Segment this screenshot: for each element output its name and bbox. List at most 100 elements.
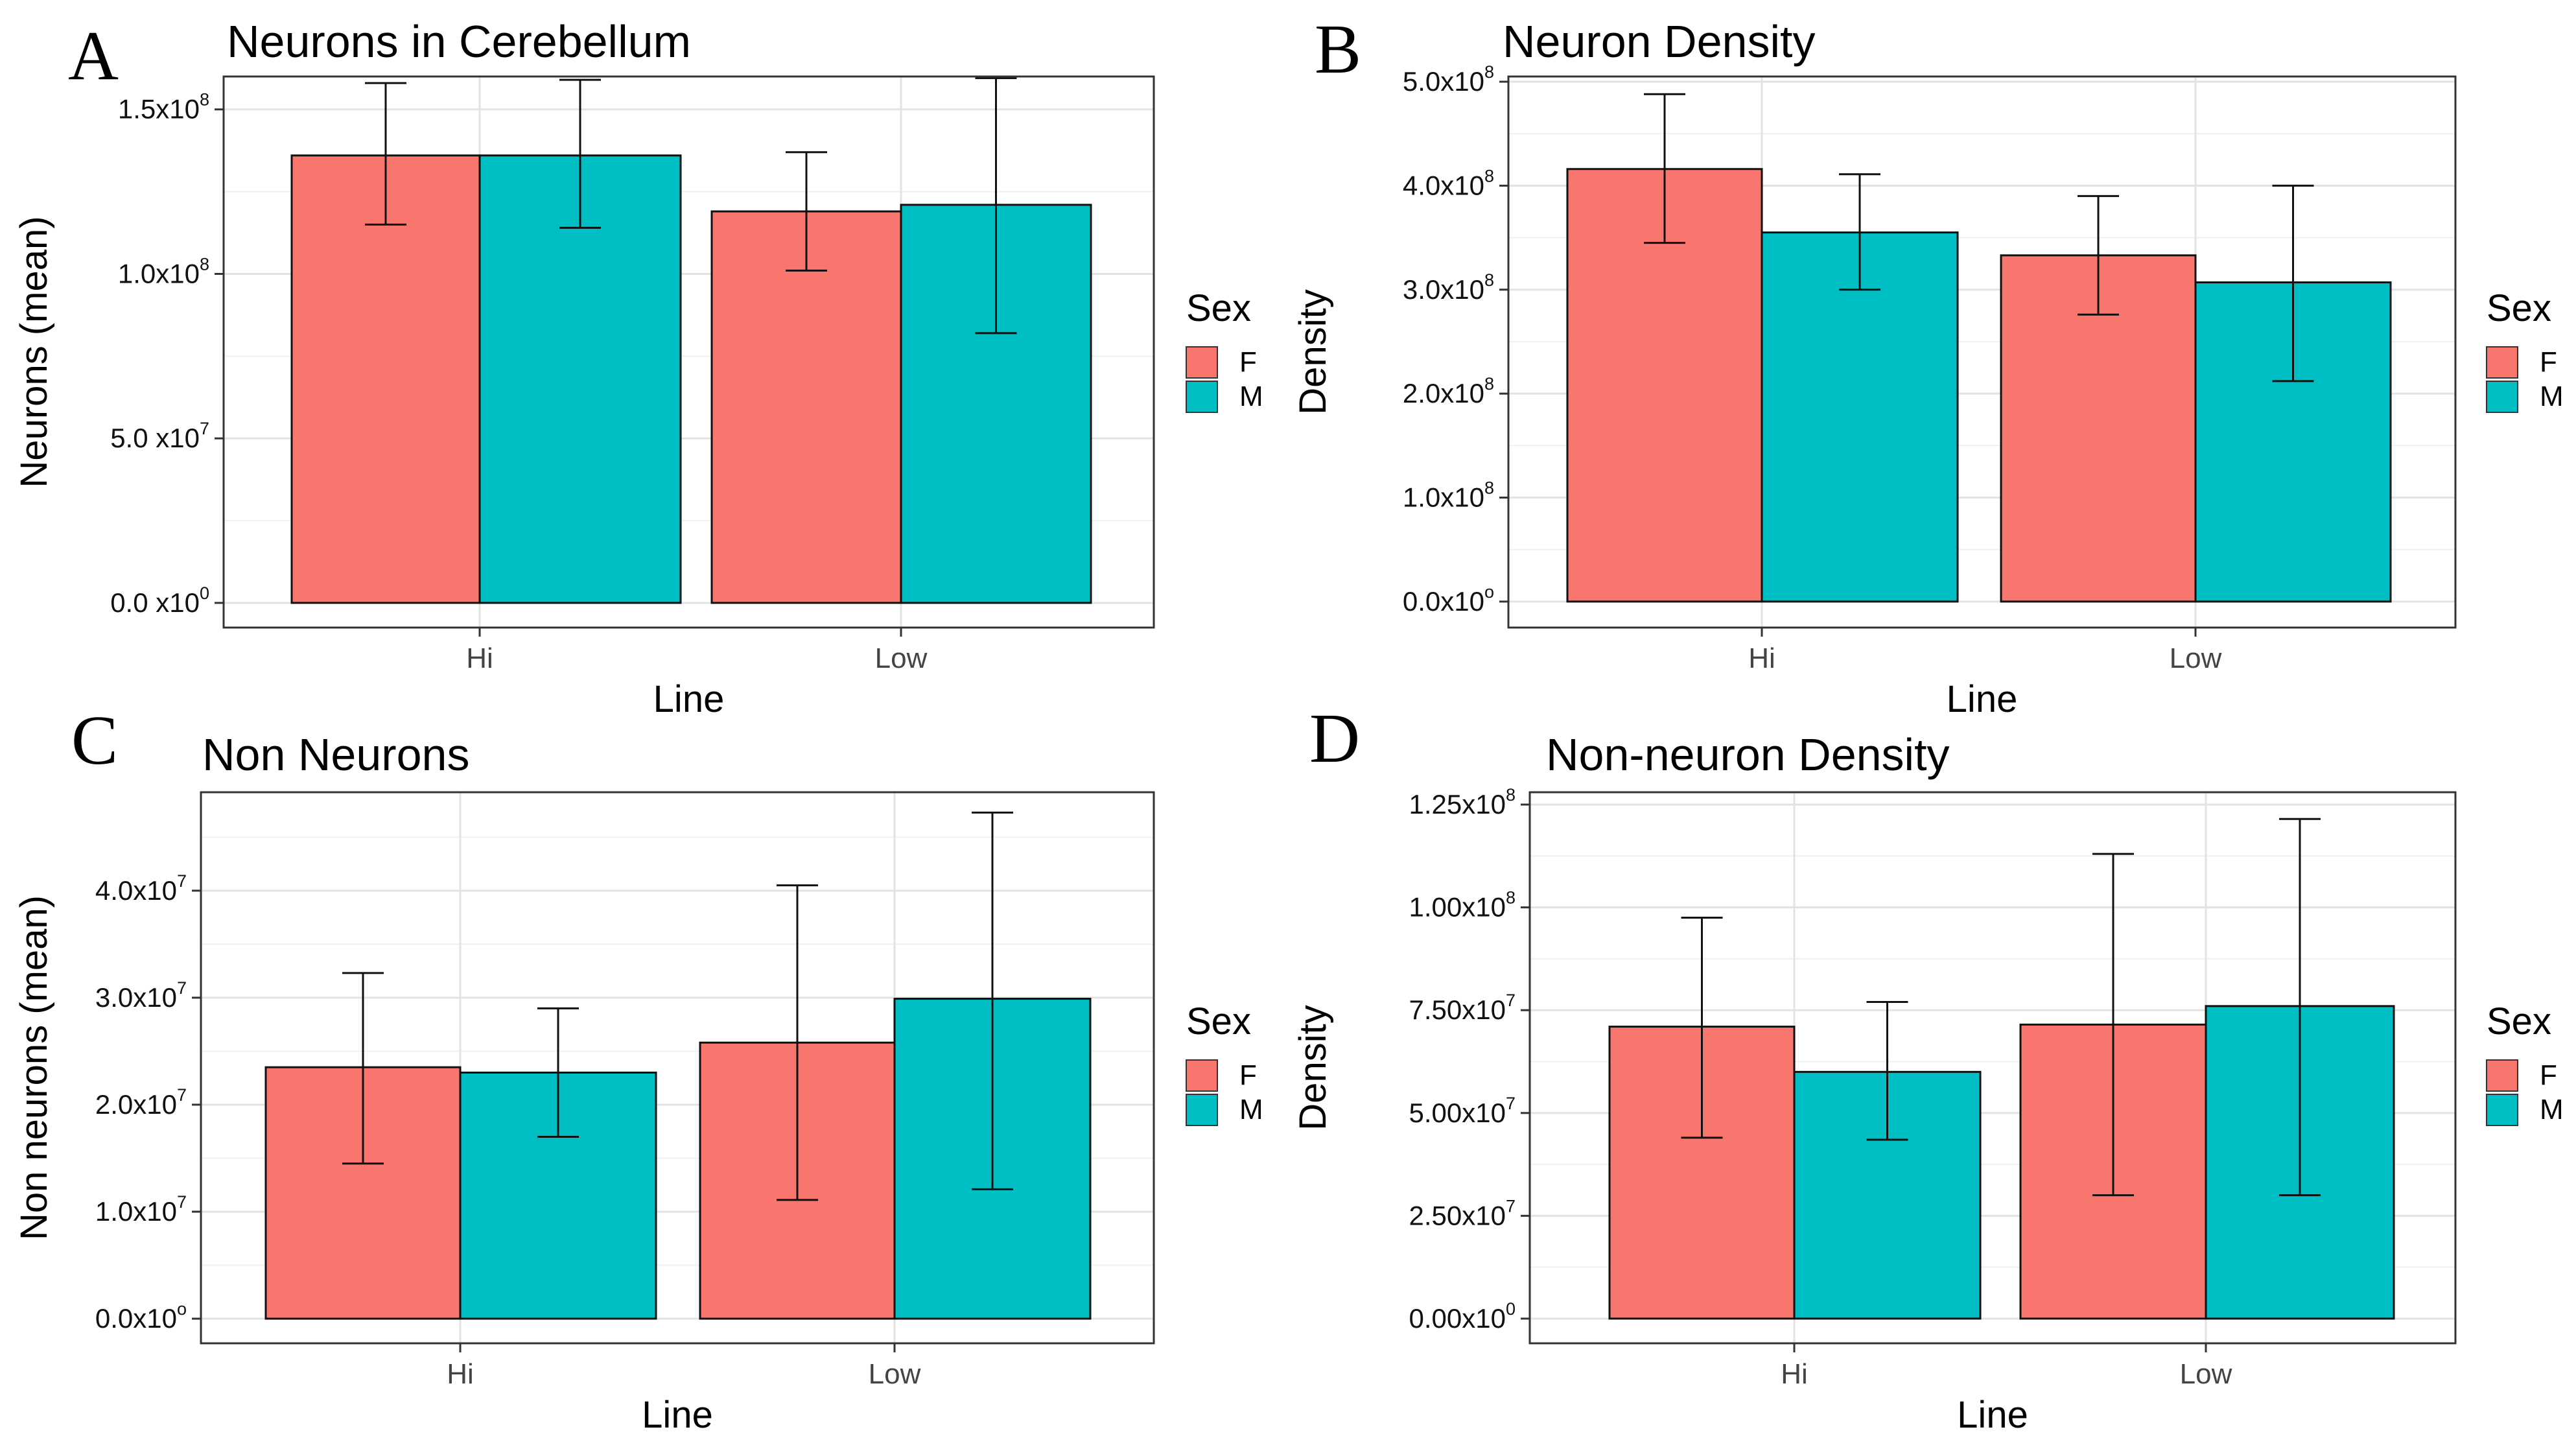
error-bar-a-hi-m <box>559 78 601 229</box>
legend-label-m: M <box>2540 1094 2564 1125</box>
y-tick-mantissa: 3.0x10 <box>95 982 177 1013</box>
panel-title-b: Neuron Density <box>1503 16 1815 67</box>
y-tick-mantissa: 3.0x10 <box>1403 274 1484 305</box>
y-tick-exponent: 8 <box>1484 478 1494 498</box>
y-tick-exponent: 8 <box>1484 374 1494 394</box>
y-tick-exponent: 8 <box>1506 888 1516 908</box>
legend-swatch-m <box>1186 381 1218 413</box>
panel-title-d: Non-neuron Density <box>1546 729 1950 780</box>
x-axis-title-a: Line <box>653 678 725 720</box>
plot-border-a <box>222 75 1155 629</box>
legend-label-m: M <box>2540 381 2564 412</box>
y-tick-exponent: 7 <box>177 978 187 998</box>
y-tick-exponent: 8 <box>1506 785 1516 805</box>
legend-d: Sex FM <box>2486 1000 2564 1126</box>
y-axis-title-a: Neurons (mean) <box>13 216 55 488</box>
y-tick-exponent: 7 <box>1506 1196 1516 1216</box>
error-bar-b-low-m <box>2272 184 2314 383</box>
legend-swatch-m <box>2486 381 2518 413</box>
panel-title-a: Neurons in Cerebellum <box>227 16 691 67</box>
x-tick-label-a-low: Low <box>875 642 928 674</box>
y-tick-label-c: 3.0x107 <box>95 978 187 1013</box>
legend-label-m: M <box>1239 381 1263 412</box>
error-bar-b-hi-f <box>1644 93 1685 244</box>
y-tick-label-d: 5.00x107 <box>1409 1094 1516 1128</box>
x-tick-label-c-hi: Hi <box>447 1358 474 1390</box>
error-bar-b-low-f <box>2078 194 2119 316</box>
y-tick-exponent: 7 <box>177 871 187 891</box>
y-tick-mantissa: 0.0x10 <box>95 1303 177 1334</box>
bar-b-hi-m <box>1761 231 1959 603</box>
y-tick-mantissa: 1.0x10 <box>1403 482 1484 513</box>
y-tick-label-c: 0.0x10o <box>95 1299 187 1334</box>
error-bar-d-low-m <box>2279 818 2321 1197</box>
y-axis-title-c: Non neurons (mean) <box>13 895 55 1240</box>
y-tick-exponent: 8 <box>200 254 209 274</box>
legend-swatch-f <box>1186 1059 1218 1092</box>
x-tick-label-b-low: Low <box>2170 642 2222 674</box>
y-axis-title-b: Density <box>1292 289 1334 414</box>
y-tick-exponent: o <box>177 1299 187 1319</box>
y-tick-label-a: 0.0 x100 <box>110 583 209 618</box>
y-tick-label-d: 0.00x100 <box>1409 1299 1516 1334</box>
panel-letter-d: D <box>1309 700 1360 777</box>
legend-a: Sex FM <box>1186 287 1263 413</box>
y-tick-mantissa: 1.0x10 <box>118 258 200 288</box>
y-tick-label-c: 2.0x107 <box>95 1085 187 1120</box>
legend-swatch-m <box>2486 1094 2518 1126</box>
plot-border-c <box>200 791 1155 1345</box>
legend-swatch-f <box>2486 1059 2518 1092</box>
y-tick-exponent: 8 <box>1484 270 1494 290</box>
x-tick-label-d-low: Low <box>2180 1358 2232 1390</box>
y-tick-label-b: 0.0x10o <box>1403 582 1494 617</box>
y-tick-label-c: 4.0x107 <box>95 871 187 906</box>
y-tick-exponent: 8 <box>1484 166 1494 185</box>
error-bar-d-low-f <box>2092 853 2134 1197</box>
x-tick-label-d-hi: Hi <box>1781 1358 1808 1390</box>
panel-title-c: Non Neurons <box>202 729 469 780</box>
error-bar-c-low-f <box>777 884 818 1201</box>
panel-letter-c: C <box>71 702 118 779</box>
legend-swatch-f <box>1186 346 1218 379</box>
error-bar-a-low-f <box>786 151 827 272</box>
error-bar-c-low-m <box>972 811 1013 1190</box>
x-axis-title-c: Line <box>642 1394 713 1436</box>
error-bar-c-hi-m <box>537 1007 579 1138</box>
y-tick-mantissa: 1.25x10 <box>1409 789 1506 819</box>
plot-border-b <box>1507 75 2457 629</box>
y-tick-exponent: 7 <box>200 419 209 438</box>
y-tick-mantissa: 2.0x10 <box>95 1089 177 1120</box>
panel-letter-b: B <box>1315 11 1361 88</box>
legend-label-f: F <box>1239 1059 1257 1091</box>
legend-label-m: M <box>1239 1094 1263 1125</box>
y-tick-mantissa: 0.0 x10 <box>110 587 200 618</box>
bar-a-hi-f <box>290 154 481 604</box>
x-axis-title-d: Line <box>1957 1394 2028 1436</box>
y-tick-mantissa: 4.0x10 <box>95 875 177 906</box>
y-tick-mantissa: 5.00x10 <box>1409 1098 1506 1128</box>
panel-b: 0.0x10o1.0x1082.0x1083.0x1084.0x1085.0x1… <box>1292 11 2564 720</box>
legend-title: Sex <box>1186 287 1251 329</box>
x-tick-label-b-hi: Hi <box>1748 642 1775 674</box>
error-bar-b-hi-m <box>1839 173 1880 291</box>
panel-letter-a: A <box>68 18 119 95</box>
y-tick-mantissa: 2.0x10 <box>1403 378 1484 408</box>
panel-d: 0.00x1002.50x1075.00x1077.50x1071.00x108… <box>1292 700 2564 1436</box>
y-tick-label-a: 1.0x108 <box>118 254 209 288</box>
plot-border-d <box>1528 791 2457 1345</box>
x-tick-label-c-low: Low <box>869 1358 921 1390</box>
legend-c: Sex FM <box>1186 1000 1263 1126</box>
y-tick-label-b: 3.0x108 <box>1403 270 1494 305</box>
y-tick-exponent: 7 <box>177 1085 187 1105</box>
y-tick-label-d: 7.50x107 <box>1409 991 1516 1025</box>
y-tick-exponent: 8 <box>200 90 209 110</box>
y-tick-label-d: 1.25x108 <box>1409 785 1516 819</box>
error-bar-a-hi-f <box>365 82 406 226</box>
y-tick-mantissa: 5.0x10 <box>1403 66 1484 97</box>
y-tick-label-d: 2.50x107 <box>1409 1196 1516 1230</box>
legend-label-f: F <box>2540 1059 2557 1091</box>
y-tick-exponent: o <box>1484 582 1494 602</box>
y-tick-mantissa: 0.00x10 <box>1409 1303 1506 1334</box>
